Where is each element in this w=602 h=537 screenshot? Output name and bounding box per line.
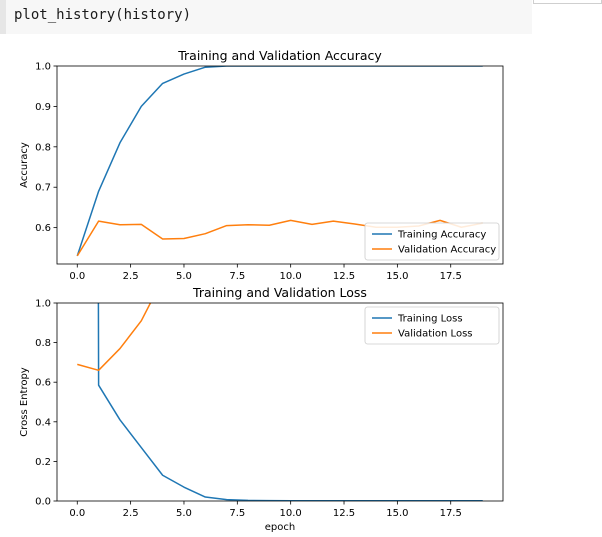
chart-1: 0.0 2.5 5.0 7.5 10.0 12.5 15.0 17.5 0.6 0.7 0.8 0.9…	[19, 48, 504, 282]
y-tick-label: 0.2	[35, 457, 51, 468]
y-tick-label: 1.0	[35, 62, 51, 73]
x-tick-label: 2.5	[123, 271, 139, 282]
legend-label: Training Accuracy	[397, 230, 486, 241]
x-tick-label: 15.0	[386, 271, 408, 282]
chart-title: Training and Validation Accuracy	[177, 48, 382, 63]
series-line-training-accuracy	[76, 66, 483, 257]
legend-label: Validation Accuracy	[398, 245, 496, 256]
x-tick-label: 7.5	[229, 508, 245, 519]
plot-frame	[56, 302, 504, 502]
y-tick-label: 0.0	[35, 497, 51, 508]
chart-title: Training and Validation Loss	[192, 285, 367, 300]
x-tick-label: 7.5	[229, 271, 245, 282]
series-line-validation-loss	[77, 303, 152, 372]
y-axis-label: Cross Entropy	[19, 367, 30, 437]
legend-box	[364, 222, 500, 261]
chart-2: 0.0 2.5 5.0 7.5 10.0 12.5 15.0 17.5 0.0 0.2 0.4 0.6…	[19, 285, 504, 533]
legend-box	[364, 306, 500, 345]
x-tick-label: 17.5	[440, 508, 462, 519]
x-tick-label: 15.0	[386, 508, 408, 519]
x-tick-label: 0.0	[69, 271, 85, 282]
x-tick-label: 12.5	[333, 271, 355, 282]
y-tick-label: 1.0	[35, 299, 51, 310]
y-tick-label: 0.7	[35, 183, 51, 194]
legend: Training Accuracy Validation Accuracy	[364, 222, 500, 261]
x-tick-label: 17.5	[440, 271, 462, 282]
x-tick-label: 5.0	[176, 508, 192, 519]
y-tick-label: 0.8	[35, 338, 51, 349]
legend-label: Training Loss	[397, 314, 463, 325]
x-axis-label: epoch	[265, 522, 295, 533]
x-tick-label: 12.5	[333, 508, 355, 519]
y-tick-label: 0.6	[35, 223, 51, 234]
y-tick-label: 0.8	[35, 142, 51, 153]
y-tick-label: 0.4	[35, 417, 51, 428]
y-tick-label: 0.9	[35, 102, 51, 113]
plot-frame	[56, 65, 504, 265]
y-axis-label: Accuracy	[19, 142, 30, 188]
x-tick-label: 2.5	[123, 508, 139, 519]
x-tick-label: 10.0	[280, 508, 302, 519]
x-tick-label: 5.0	[176, 271, 192, 282]
legend: Training Loss Validation Loss	[364, 306, 500, 345]
x-tick-label: 0.0	[69, 508, 85, 519]
y-tick-label: 0.6	[35, 378, 51, 389]
code-cell[interactable]: plot_history(history)	[0, 0, 532, 34]
legend-label: Validation Loss	[398, 329, 473, 340]
x-tick-label: 10.0	[280, 271, 302, 282]
code-line[interactable]: plot_history(history)	[14, 7, 192, 23]
